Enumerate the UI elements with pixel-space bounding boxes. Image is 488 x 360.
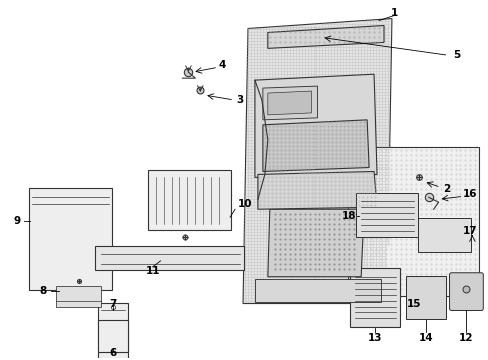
Text: 14: 14	[418, 333, 432, 343]
FancyBboxPatch shape	[349, 268, 399, 327]
Text: 12: 12	[458, 333, 473, 343]
Polygon shape	[263, 120, 368, 171]
Text: 5: 5	[452, 50, 459, 60]
FancyBboxPatch shape	[347, 147, 478, 296]
FancyBboxPatch shape	[28, 188, 112, 290]
Text: 8: 8	[40, 285, 47, 296]
FancyBboxPatch shape	[95, 246, 244, 270]
Text: 11: 11	[145, 266, 160, 276]
Polygon shape	[267, 26, 383, 48]
Text: 6: 6	[109, 348, 116, 358]
Polygon shape	[267, 209, 364, 277]
FancyBboxPatch shape	[405, 276, 445, 319]
FancyBboxPatch shape	[448, 273, 482, 310]
Polygon shape	[243, 19, 391, 303]
Polygon shape	[257, 171, 376, 209]
Text: 1: 1	[389, 8, 397, 18]
Text: 16: 16	[462, 189, 477, 199]
Text: 7: 7	[109, 298, 116, 309]
FancyBboxPatch shape	[98, 302, 127, 360]
FancyBboxPatch shape	[147, 171, 231, 230]
Text: 9: 9	[13, 216, 20, 226]
Text: 15: 15	[406, 298, 420, 309]
Text: 10: 10	[237, 199, 252, 209]
Text: 4: 4	[218, 60, 225, 70]
Text: 17: 17	[462, 226, 477, 236]
Polygon shape	[267, 91, 311, 115]
FancyBboxPatch shape	[355, 193, 417, 237]
Polygon shape	[56, 286, 101, 306]
FancyBboxPatch shape	[98, 320, 127, 352]
Text: 18: 18	[341, 211, 356, 221]
Text: 2: 2	[442, 184, 449, 194]
FancyBboxPatch shape	[417, 218, 470, 252]
Polygon shape	[254, 74, 376, 177]
Polygon shape	[263, 86, 317, 120]
Polygon shape	[254, 279, 380, 302]
Text: 13: 13	[367, 333, 382, 343]
Text: 3: 3	[236, 95, 243, 105]
